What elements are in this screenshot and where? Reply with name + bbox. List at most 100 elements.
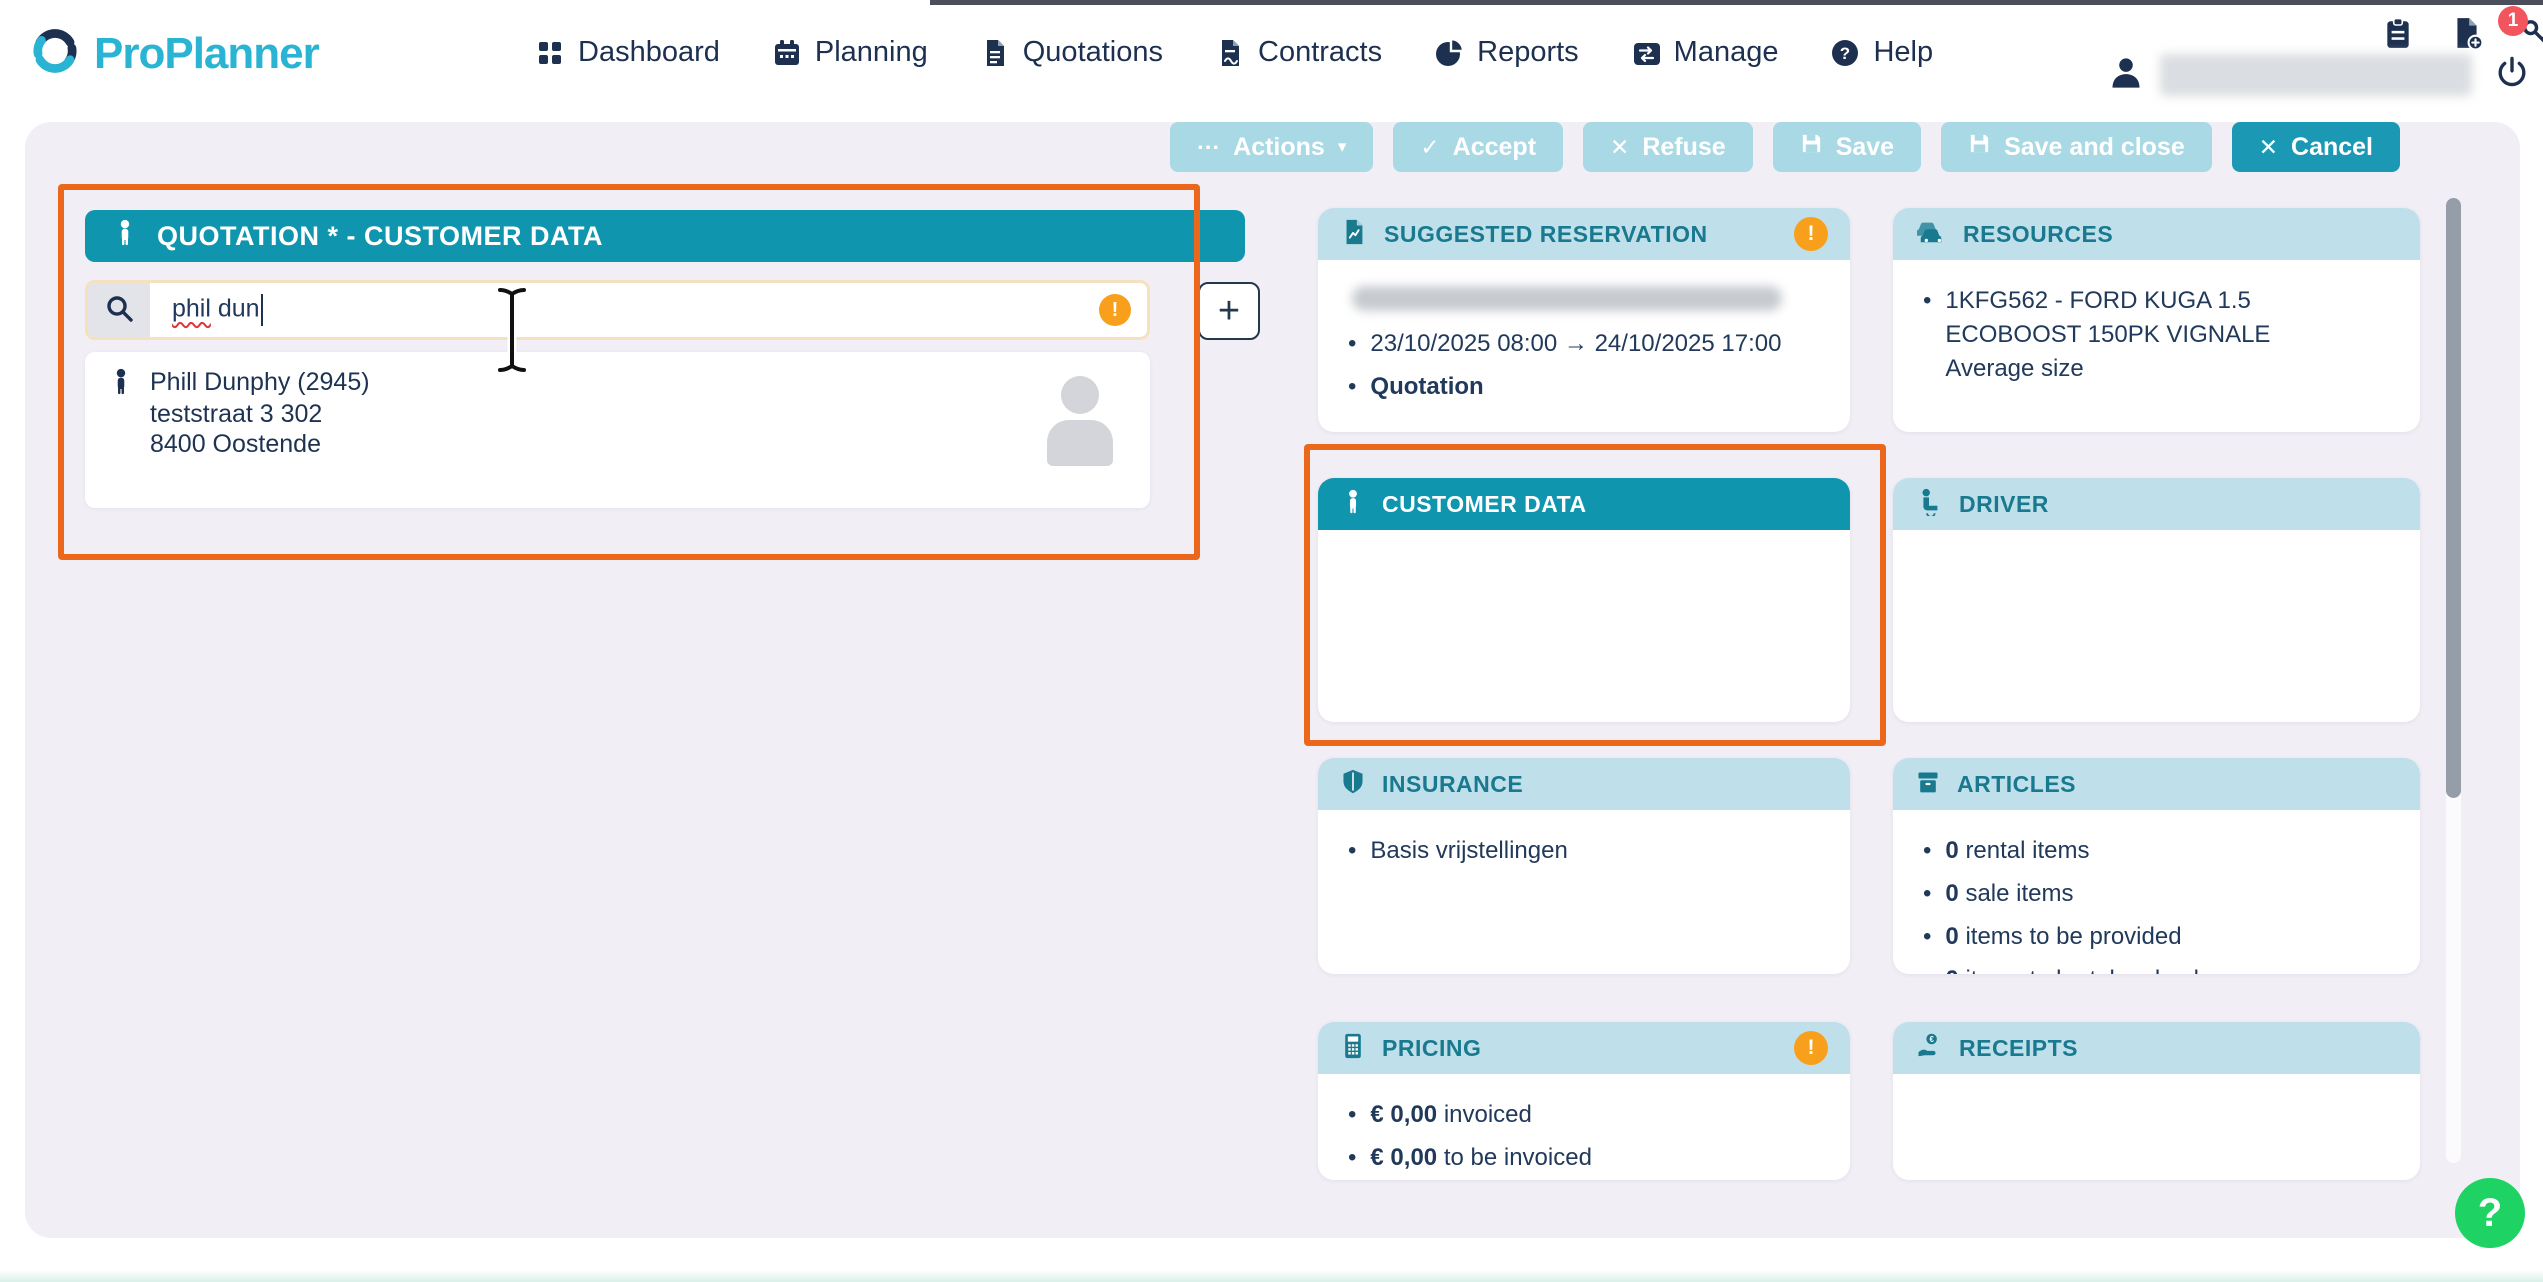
customer-search-input[interactable]: phil dun ! [85, 280, 1150, 340]
utility-icons [2382, 16, 2543, 55]
card-title: RECEIPTS [1959, 1034, 2079, 1061]
card-body: • 23/10/2025 08:00 → 24/10/2025 17:00 • Qu… [1318, 260, 1850, 432]
card-suggested-reservation: SUGGESTED RESERVATION ! • 23/10/2025 08:0… [1318, 208, 1850, 432]
text-caret [260, 294, 263, 326]
articles-item: 0 rental items [1945, 837, 2090, 864]
nav-label: Quotations [1022, 36, 1164, 68]
warning-icon: ! [1099, 294, 1131, 326]
reservation-status: Quotation [1370, 373, 1484, 400]
notification-badge[interactable]: 1 [2498, 6, 2528, 36]
card-receipts: € RECEIPTS [1893, 1022, 2420, 1180]
card-body: • 1KFG562 - FORD KUGA 1.5 ECOBOOST 150PK… [1923, 287, 2271, 382]
card-header-pricing[interactable]: PRICING ! [1318, 1022, 1850, 1074]
customer-city: 8400 Oostende [150, 430, 321, 458]
power-icon[interactable] [2494, 55, 2530, 96]
person-icon [111, 219, 139, 254]
card-header-receipts[interactable]: € RECEIPTS [1893, 1022, 2420, 1074]
accept-button[interactable]: ✓ Accept [1393, 122, 1564, 172]
save-button[interactable]: Save [1772, 122, 1922, 172]
card-title: CUSTOMER DATA [1382, 490, 1587, 517]
nav-help[interactable]: ? Help [1830, 36, 1933, 69]
calendar-icon [772, 38, 802, 68]
quotation-panel-title: QUOTATION * - CUSTOMER DATA [157, 220, 603, 251]
help-fab-button[interactable]: ? [2455, 1178, 2525, 1248]
search-input-value: phil dun [150, 294, 1099, 326]
cancel-button[interactable]: ✕ Cancel [2231, 122, 2400, 172]
clipboard-icon[interactable] [2382, 17, 2414, 54]
caret-down-icon: ▾ [1337, 137, 1347, 156]
floppy-icon [1800, 132, 1823, 162]
card-body [1893, 1074, 2420, 1122]
nav-manage[interactable]: Manage [1631, 36, 1778, 69]
svg-text:€: € [1929, 1035, 1934, 1044]
refuse-button[interactable]: ✕ Refuse [1583, 122, 1753, 172]
customer-search-result[interactable]: Phill Dunphy (2945) teststraat 3 302 840… [85, 352, 1150, 508]
hand-coin-icon: € [1915, 1032, 1943, 1065]
actions-button[interactable]: ··· Actions ▾ [1170, 122, 1374, 172]
card-title: DRIVER [1959, 490, 2049, 517]
pie-chart-icon [1434, 37, 1465, 68]
search-icon-box [88, 283, 150, 337]
card-header-driver[interactable]: DRIVER [1893, 478, 2420, 530]
cars-icon [1915, 218, 1947, 251]
nav-label: Planning [814, 36, 928, 68]
user-account-area[interactable] [2108, 54, 2530, 96]
refuse-label: Refuse [1642, 132, 1726, 161]
quotation-panel-header: QUOTATION * - CUSTOMER DATA [85, 210, 1245, 262]
logo-circle-icon [30, 26, 80, 81]
save-and-close-button[interactable]: Save and close [1941, 122, 2212, 172]
contract-icon [1215, 38, 1245, 68]
card-body [1893, 530, 2420, 578]
file-add-icon[interactable] [2450, 16, 2484, 55]
customer-name: Phill Dunphy (2945) [150, 368, 370, 396]
warning-icon: ! [1794, 1031, 1828, 1065]
driver-seat-icon [1915, 488, 1943, 521]
card-body: • 0 rental items • 0 sale items • 0 items t… [1893, 810, 2420, 974]
card-customer-data: CUSTOMER DATA [1318, 478, 1850, 722]
nav-dashboard[interactable]: Dashboard [535, 36, 720, 69]
card-header-suggested-reservation[interactable]: SUGGESTED RESERVATION ! [1318, 208, 1850, 260]
nav-contracts[interactable]: Contracts [1215, 36, 1382, 69]
dashboard-grid-icon [535, 38, 565, 68]
articles-item: 0 items to be provided [1945, 923, 2182, 950]
user-icon [2108, 55, 2144, 96]
card-body: • Basis vrijstellingen [1318, 810, 1850, 901]
reservation-period: 23/10/2025 08:00 → 24/10/2025 17:00 [1370, 330, 1782, 357]
card-body [1318, 530, 1850, 578]
logo-text: ProPlanner [94, 28, 320, 78]
card-title: INSURANCE [1382, 770, 1524, 797]
articles-item: 0 items to be taken back [1945, 963, 2205, 974]
scrollbar-thumb[interactable] [2446, 198, 2461, 798]
close-icon: ✕ [1610, 133, 1630, 160]
nav-planning[interactable]: Planning [772, 36, 928, 69]
nav-quotations[interactable]: Quotations [980, 36, 1163, 69]
save-and-close-label: Save and close [2004, 132, 2185, 161]
customer-street: teststraat 3 302 [150, 400, 323, 428]
card-resources: RESOURCES • 1KFG562 - FORD KUGA 1.5 ECOB… [1893, 208, 2420, 432]
calculator-icon [1340, 1032, 1366, 1065]
actions-label: Actions [1233, 132, 1325, 161]
card-title: ARTICLES [1957, 770, 2076, 797]
main-nav: Dashboard Planning Quotations Contracts … [535, 36, 1933, 69]
card-header-insurance[interactable]: INSURANCE [1318, 758, 1850, 810]
floppy-icon [1968, 132, 1991, 162]
shield-icon [1340, 768, 1366, 801]
articles-item: 0 sale items [1945, 880, 2074, 907]
archive-box-icon [1915, 769, 1941, 800]
ellipsis-icon: ··· [1197, 133, 1221, 160]
person-icon [1340, 489, 1366, 520]
nav-reports[interactable]: Reports [1434, 36, 1579, 69]
close-icon: ✕ [2258, 133, 2279, 160]
card-header-articles[interactable]: ARTICLES [1893, 758, 2420, 810]
top-edge-strip [930, 0, 2543, 5]
add-customer-button[interactable]: + [1198, 282, 1260, 340]
app-logo[interactable]: ProPlanner [30, 26, 320, 81]
card-header-customer-data[interactable]: CUSTOMER DATA [1318, 478, 1850, 530]
accept-label: Accept [1452, 132, 1537, 161]
document-icon [980, 38, 1010, 68]
card-pricing: PRICING ! • € 0,00 invoiced • € 0,00 to be… [1318, 1022, 1850, 1180]
card-header-resources[interactable]: RESOURCES [1893, 208, 2420, 260]
search-icon [104, 293, 134, 328]
card-articles: ARTICLES • 0 rental items • 0 sale items •… [1893, 758, 2420, 974]
help-circle-icon: ? [1830, 38, 1860, 68]
